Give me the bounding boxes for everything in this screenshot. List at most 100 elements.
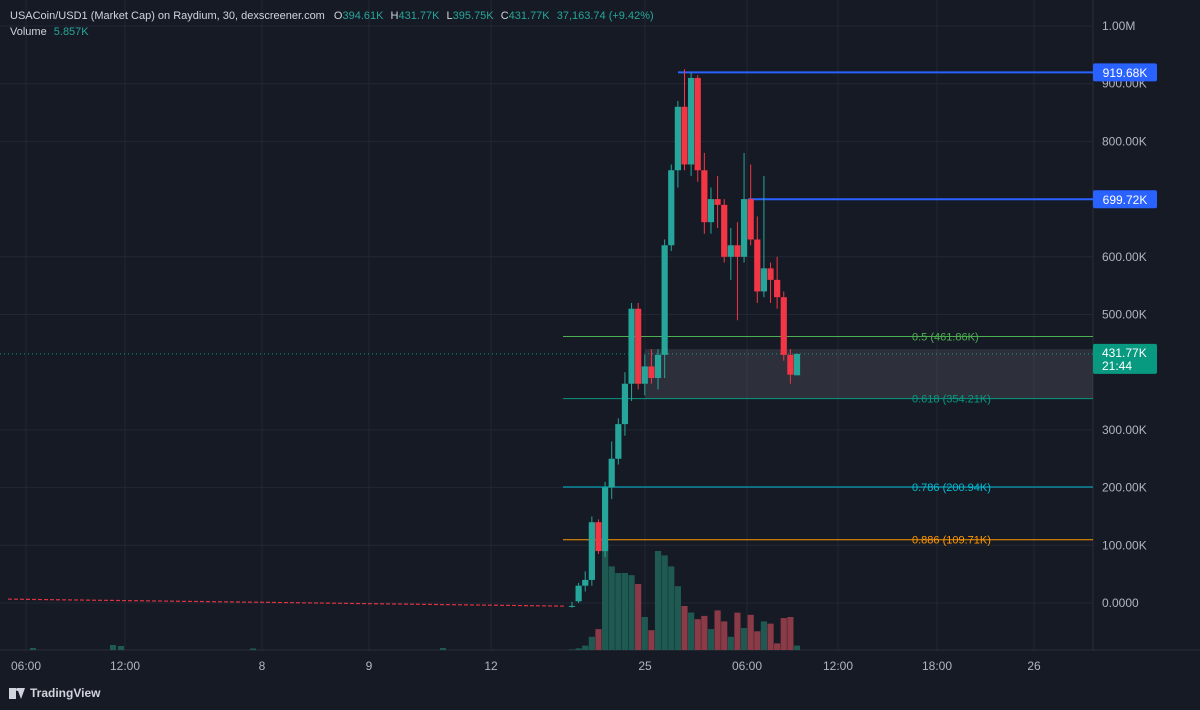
candle-body (601, 487, 609, 552)
y-tick-label: 200.00K (1102, 481, 1147, 495)
volume-bar (588, 636, 595, 650)
volume-bar (701, 615, 708, 650)
volume-bar (674, 586, 681, 650)
legend-low-value: 395.75K (452, 10, 494, 22)
y-tick-label: 100.00K (1102, 538, 1147, 552)
volume-bar (608, 566, 615, 650)
volume-bar (110, 645, 116, 650)
candle-body (668, 170, 675, 246)
chart-legend: USACoin/USD1 (Market Cap) on Raydium, 30… (10, 8, 654, 40)
candle-body (648, 366, 655, 378)
volume-bar (740, 628, 748, 650)
candle-body (774, 279, 781, 298)
x-tick-label: 9 (366, 659, 373, 673)
volume-bar (595, 629, 602, 650)
candle-body (721, 204, 728, 257)
legend-high-value: 431.77K (398, 10, 440, 22)
legend-high-label: H (390, 10, 399, 22)
candle-body (714, 199, 721, 205)
volume-bar (767, 623, 774, 650)
pre-launch-price-line (7, 598, 566, 607)
price-level-tag (1093, 190, 1157, 209)
volume-bar (30, 648, 36, 650)
volume-bar (694, 619, 701, 650)
fib-level-label: 0.618 (354.21K) (912, 394, 991, 406)
volume-bar (727, 636, 734, 650)
price-level-tag-label: 699.72K (1103, 193, 1148, 207)
candle-body (582, 579, 589, 586)
volume-bar (774, 643, 781, 650)
volume-bar (760, 621, 768, 650)
candle-body (707, 199, 715, 223)
candle-body (588, 522, 595, 580)
volume-bar (641, 617, 648, 650)
fib-zone-box (645, 349, 1093, 399)
volume-bar (747, 614, 754, 650)
candle-body (727, 245, 734, 257)
volume-bar (688, 612, 695, 650)
volume-bar (440, 648, 446, 650)
fib-level-label: 0.5 (461.86K) (912, 332, 979, 344)
candle-body (654, 354, 662, 378)
volume-bar (787, 617, 794, 650)
x-tick-label: 18:00 (922, 659, 952, 673)
candle-body (674, 106, 681, 171)
candle-body (628, 308, 635, 384)
volume-bar (635, 584, 642, 650)
volume-bar (707, 629, 715, 650)
x-tick-label: 8 (259, 659, 266, 673)
price-level-tag (1093, 63, 1157, 82)
legend-volume-row: Volume 5.857K (10, 24, 654, 40)
candle-body (793, 353, 801, 376)
volume-bar (681, 606, 688, 650)
candle-body (747, 199, 754, 240)
candle-body (575, 585, 582, 602)
volume-bar (754, 631, 761, 650)
candle-body (688, 77, 695, 165)
candle-body (661, 245, 668, 355)
candle-body (595, 522, 602, 552)
candle-body (615, 424, 622, 459)
candle-body (568, 605, 576, 607)
y-tick-label: 600.00K (1102, 250, 1147, 264)
tradingview-logo-text: TradingView (30, 686, 101, 700)
volume-bar (780, 618, 787, 650)
legend-change: 37,163.74 (+9.42%) (556, 10, 654, 22)
candle-body (787, 354, 794, 375)
tradingview-logo-icon (9, 687, 25, 699)
volume-bar (661, 555, 668, 650)
volume-bar (668, 566, 675, 650)
candle-body (760, 268, 768, 292)
candle-body (694, 77, 701, 171)
y-tick-label: 1.00M (1102, 19, 1135, 33)
volume-bar (568, 649, 576, 650)
legend-close-label: C (500, 10, 509, 22)
candle-body (701, 170, 708, 223)
volume-bar (575, 648, 582, 650)
legend-ohlc-row: USACoin/USD1 (Market Cap) on Raydium, 30… (10, 8, 654, 24)
volume-bar (615, 573, 622, 650)
candle-body (754, 239, 761, 292)
candle-body (635, 308, 642, 384)
y-tick-label: 500.00K (1102, 308, 1147, 322)
volume-bar (118, 646, 124, 650)
candle-body (681, 106, 688, 165)
candle-body (780, 297, 787, 355)
legend-open-value: 394.61K (342, 10, 384, 22)
volume-bar (734, 612, 741, 650)
y-tick-label: 300.00K (1102, 423, 1147, 437)
volume-bar (793, 645, 801, 650)
volume-bar (654, 551, 662, 650)
candle-body (608, 458, 615, 488)
fib-level-label: 0.786 (200.94K) (912, 482, 991, 494)
current-price-tag (1093, 343, 1157, 374)
tradingview-logo[interactable]: TradingView (9, 686, 100, 700)
x-tick-label: 06:00 (11, 659, 41, 673)
current-price-tag-label: 431.77K (1102, 346, 1147, 360)
legend-symbol: USACoin/USD1 (Market Cap) on Raydium, 30… (10, 10, 325, 22)
x-tick-label: 12:00 (110, 659, 140, 673)
price-level-tag-label: 919.68K (1103, 66, 1148, 80)
